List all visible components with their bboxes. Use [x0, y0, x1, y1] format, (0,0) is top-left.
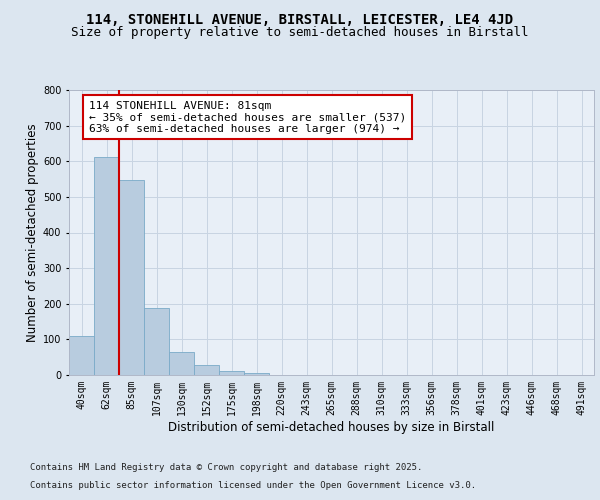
Bar: [69, 336, 94, 375]
Y-axis label: Number of semi-detached properties: Number of semi-detached properties: [26, 123, 38, 342]
Bar: [219, 372, 244, 375]
Bar: [244, 373, 269, 375]
Bar: [94, 157, 119, 375]
Text: Contains HM Land Registry data © Crown copyright and database right 2025.: Contains HM Land Registry data © Crown c…: [30, 464, 422, 472]
X-axis label: Distribution of semi-detached houses by size in Birstall: Distribution of semi-detached houses by …: [169, 420, 494, 434]
Bar: [144, 308, 169, 375]
Text: 114 STONEHILL AVENUE: 81sqm
← 35% of semi-detached houses are smaller (537)
63% : 114 STONEHILL AVENUE: 81sqm ← 35% of sem…: [89, 100, 406, 134]
Bar: [169, 352, 194, 375]
Text: 114, STONEHILL AVENUE, BIRSTALL, LEICESTER, LE4 4JD: 114, STONEHILL AVENUE, BIRSTALL, LEICEST…: [86, 12, 514, 26]
Text: Contains public sector information licensed under the Open Government Licence v3: Contains public sector information licen…: [30, 481, 476, 490]
Bar: [194, 365, 219, 375]
Text: Size of property relative to semi-detached houses in Birstall: Size of property relative to semi-detach…: [71, 26, 529, 39]
Bar: [119, 180, 144, 375]
